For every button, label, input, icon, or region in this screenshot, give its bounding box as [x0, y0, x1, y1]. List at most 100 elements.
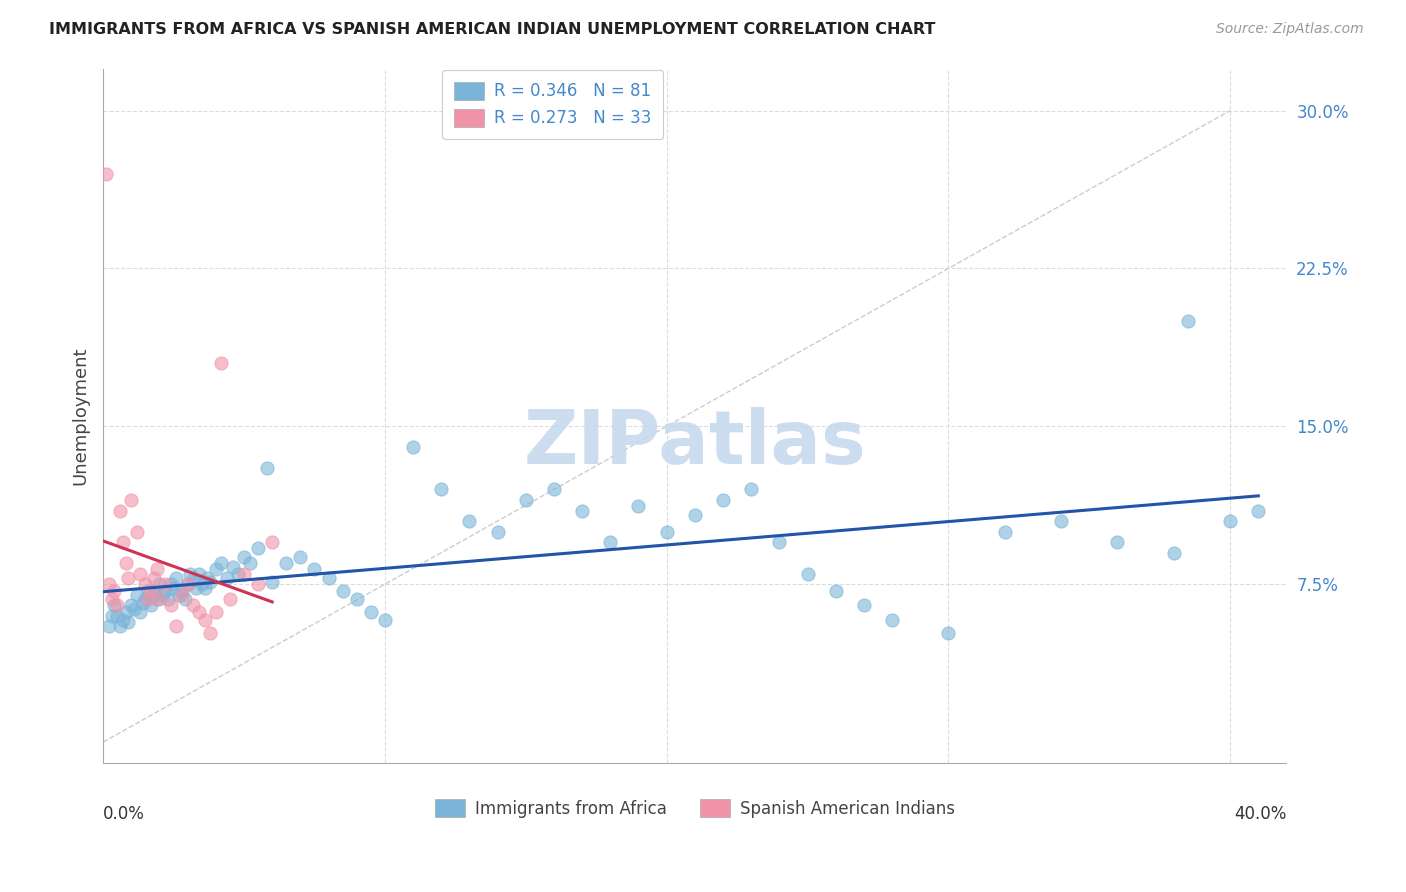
Point	[128, 605, 150, 619]
Point	[1177, 314, 1199, 328]
Point	[105, 599, 128, 613]
Point	[114, 605, 136, 619]
Point	[683, 508, 706, 522]
Point	[117, 615, 139, 629]
Point	[256, 461, 278, 475]
Point	[938, 625, 960, 640]
Point	[159, 599, 181, 613]
Point	[142, 571, 165, 585]
Point	[134, 577, 156, 591]
Point	[125, 588, 148, 602]
Point	[139, 599, 162, 613]
Point	[190, 577, 212, 591]
Point	[142, 588, 165, 602]
Point	[262, 575, 284, 590]
Point	[195, 571, 218, 585]
Point	[181, 573, 204, 587]
Point	[173, 591, 195, 606]
Point	[205, 562, 228, 576]
Point	[170, 588, 193, 602]
Text: IMMIGRANTS FROM AFRICA VS SPANISH AMERICAN INDIAN UNEMPLOYMENT CORRELATION CHART: IMMIGRANTS FROM AFRICA VS SPANISH AMERIC…	[49, 22, 935, 37]
Point	[108, 503, 131, 517]
Point	[120, 493, 142, 508]
Point	[211, 356, 233, 370]
Point	[193, 613, 215, 627]
Point	[145, 562, 167, 576]
Point	[1107, 535, 1129, 549]
Point	[117, 571, 139, 585]
Point	[181, 599, 204, 613]
Point	[111, 535, 134, 549]
Point	[184, 582, 207, 596]
Point	[148, 591, 170, 606]
Point	[318, 571, 340, 585]
Point	[179, 566, 201, 581]
Point	[627, 500, 650, 514]
Point	[233, 566, 256, 581]
Point	[122, 602, 145, 616]
Point	[211, 556, 233, 570]
Point	[176, 577, 198, 591]
Point	[824, 583, 846, 598]
Point	[1163, 546, 1185, 560]
Point	[159, 577, 181, 591]
Text: ZIPatlas: ZIPatlas	[523, 407, 866, 480]
Point	[374, 613, 396, 627]
Point	[103, 599, 125, 613]
Point	[165, 571, 187, 585]
Point	[655, 524, 678, 539]
Point	[1219, 514, 1241, 528]
Point	[150, 588, 173, 602]
Text: 0.0%: 0.0%	[103, 805, 145, 822]
Point	[458, 514, 481, 528]
Point	[108, 619, 131, 633]
Point	[145, 591, 167, 606]
Point	[994, 524, 1017, 539]
Point	[148, 577, 170, 591]
Point	[176, 577, 198, 591]
Point	[304, 562, 326, 576]
Point	[402, 441, 425, 455]
Point	[114, 556, 136, 570]
Point	[599, 535, 621, 549]
Point	[239, 556, 262, 570]
Point	[205, 605, 228, 619]
Point	[153, 583, 176, 598]
Point	[360, 605, 382, 619]
Point	[136, 591, 159, 606]
Y-axis label: Unemployment: Unemployment	[72, 347, 89, 485]
Point	[128, 566, 150, 581]
Point	[170, 583, 193, 598]
Point	[233, 549, 256, 564]
Point	[740, 483, 762, 497]
Point	[187, 566, 209, 581]
Point	[125, 524, 148, 539]
Point	[162, 582, 184, 596]
Point	[97, 619, 120, 633]
Point	[276, 556, 298, 570]
Point	[247, 541, 270, 556]
Text: 40.0%: 40.0%	[1234, 805, 1286, 822]
Point	[219, 591, 242, 606]
Point	[768, 535, 790, 549]
Point	[332, 583, 354, 598]
Point	[571, 503, 593, 517]
Point	[103, 583, 125, 598]
Point	[880, 613, 903, 627]
Point	[193, 582, 215, 596]
Point	[1247, 503, 1270, 517]
Point	[120, 599, 142, 613]
Point	[543, 483, 565, 497]
Point	[247, 577, 270, 591]
Point	[167, 588, 190, 602]
Point	[131, 596, 153, 610]
Point	[198, 625, 221, 640]
Point	[165, 619, 187, 633]
Point	[346, 591, 368, 606]
Point	[100, 608, 122, 623]
Point	[100, 591, 122, 606]
Point	[136, 583, 159, 598]
Point	[198, 575, 221, 590]
Point	[430, 483, 453, 497]
Point	[486, 524, 509, 539]
